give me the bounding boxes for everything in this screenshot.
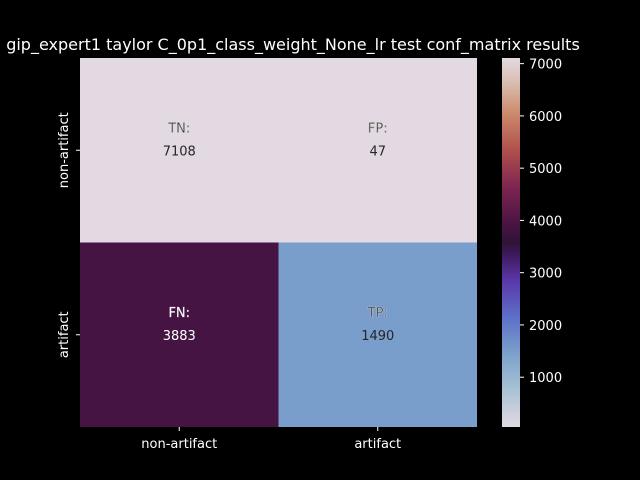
cell-category-label: FP:	[368, 121, 388, 136]
y-axis: non-artifact artifact	[57, 112, 80, 358]
x-tick-label: artifact	[354, 437, 401, 452]
colorbar-axis: 1000 2000 3000 4000 5000 6000 7000	[520, 58, 562, 386]
colorbar-tick-label: 6000	[529, 110, 562, 125]
colorbar-tick-label: 7000	[529, 58, 562, 73]
cell-category-label: TN:	[167, 121, 190, 136]
cell-value-label: 3883	[163, 329, 196, 344]
heatmap-cells: TN: 7108 FP: 47 FN: 3883 TP: 1490	[80, 58, 477, 427]
y-tick-label: non-artifact	[57, 112, 72, 188]
heatmap-cell	[80, 242, 279, 427]
x-tick-label: non-artifact	[141, 437, 217, 452]
x-axis: non-artifact artifact	[141, 427, 401, 452]
y-tick-label: artifact	[57, 311, 72, 358]
cell-value-label: 1490	[361, 329, 394, 344]
colorbar-tick-label: 1000	[529, 371, 562, 386]
cell-category-label: FN:	[168, 306, 190, 321]
heatmap-cell	[278, 242, 477, 427]
cell-value-label: 47	[369, 144, 386, 159]
colorbar-tick-label: 3000	[529, 267, 562, 282]
colorbar-tick-label: 5000	[529, 162, 562, 177]
colorbar	[502, 58, 520, 427]
colorbar-tick-label: 4000	[529, 214, 562, 229]
cell-category-label: TP:	[367, 306, 388, 321]
heatmap-cell	[278, 58, 477, 243]
chart-title: gip_expert1 taylor C_0p1_class_weight_No…	[6, 35, 580, 55]
colorbar-tick-label: 2000	[529, 319, 562, 334]
heatmap-cell	[80, 58, 279, 243]
cell-value-label: 7108	[163, 144, 196, 159]
